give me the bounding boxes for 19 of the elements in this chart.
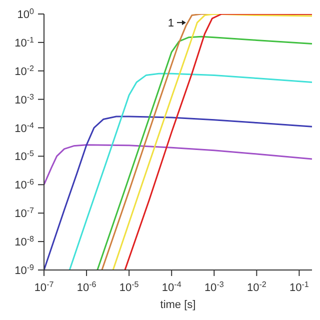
y-tick-label: 10$^{-6}$ bbox=[14, 177, 35, 192]
x-tick-label: 10$^{-2}$ bbox=[246, 280, 267, 294]
x-tick-label: 10$^{-6}$ bbox=[76, 280, 97, 294]
y-tick-label: 10$^{-3}$ bbox=[14, 92, 35, 106]
x-axis-title: time [s] bbox=[160, 299, 196, 311]
y-tick-label: 10$^{-1}$ bbox=[14, 34, 35, 50]
x-tick-label: 10$^{-3}$ bbox=[204, 280, 224, 294]
y-tick-label: 10$^{-5}$ bbox=[14, 148, 35, 164]
y-tick-label: 10$^{-7}$ bbox=[14, 206, 35, 220]
x-tick-label: 10$^{-1}$ bbox=[290, 280, 310, 294]
y-tick-label: 10$^{0}$ bbox=[17, 6, 35, 21]
x-tick-label: 10$^{-7}$ bbox=[34, 280, 54, 294]
x-tick-label: 10$^{-4}$ bbox=[162, 280, 182, 294]
y-tick-label: 10$^{-4}$ bbox=[14, 120, 35, 135]
y-tick-label: 10$^{-8}$ bbox=[14, 234, 35, 249]
y-tick-label: 10$^{-2}$ bbox=[14, 63, 35, 78]
x-tick-label: 10$^{-5}$ bbox=[119, 280, 140, 294]
y-tick-label: 10$^{-9}$ bbox=[14, 262, 35, 277]
annotation: 1 bbox=[168, 18, 174, 30]
